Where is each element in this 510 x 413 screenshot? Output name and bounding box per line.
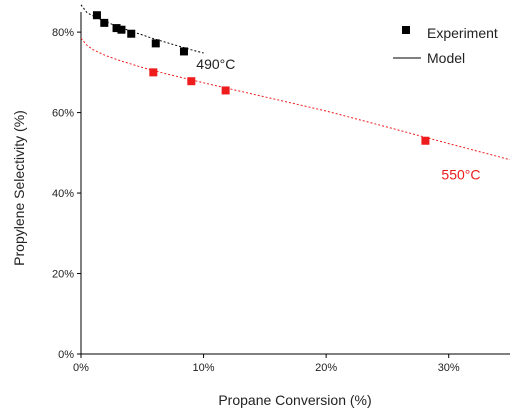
experiment-point bbox=[117, 25, 126, 34]
experiment-point bbox=[421, 136, 430, 145]
annotation-label: 490°C bbox=[196, 56, 235, 72]
legend-label-model: Model bbox=[427, 50, 465, 66]
experiment-point bbox=[92, 11, 101, 20]
y-tick-label: 20% bbox=[52, 269, 74, 281]
x-axis-title: Propane Conversion (%) bbox=[218, 392, 371, 408]
experiment-point bbox=[127, 29, 136, 38]
y-tick-label: 60% bbox=[52, 108, 74, 120]
experiment-point bbox=[100, 18, 109, 27]
legend: Experiment Model bbox=[393, 25, 498, 66]
y-tick-label: 80% bbox=[52, 27, 74, 39]
series-layer bbox=[80, 4, 510, 161]
x-tick-label: 30% bbox=[438, 362, 460, 374]
axes bbox=[80, 12, 510, 355]
y-axis-ticks: 0% 20% 40% 60% 80% bbox=[52, 27, 81, 361]
y-tick-label: 40% bbox=[52, 188, 74, 200]
legend-label-experiment: Experiment bbox=[427, 25, 498, 41]
experiment-point bbox=[221, 86, 230, 95]
experiment-point bbox=[151, 39, 160, 48]
x-tick-label: 0% bbox=[73, 362, 89, 374]
series-490c bbox=[80, 4, 204, 56]
x-axis-ticks: 0% 10% 20% 30% bbox=[73, 354, 460, 374]
x-tick-label: 20% bbox=[315, 362, 337, 374]
series-550c bbox=[80, 37, 510, 161]
experiment-point bbox=[187, 77, 196, 86]
model-line-550c bbox=[80, 37, 510, 161]
experiment-point bbox=[112, 24, 121, 33]
y-axis-title: Propylene Selectivity (%) bbox=[11, 110, 27, 266]
annotation-label: 550°C bbox=[441, 166, 480, 182]
experiment-point bbox=[149, 68, 158, 77]
legend-marker-experiment bbox=[402, 26, 410, 34]
y-tick-label: 0% bbox=[58, 349, 74, 361]
annotation-layer: 490°C 550°C bbox=[196, 56, 480, 182]
x-tick-label: 10% bbox=[193, 362, 215, 374]
experiment-point bbox=[179, 47, 188, 56]
